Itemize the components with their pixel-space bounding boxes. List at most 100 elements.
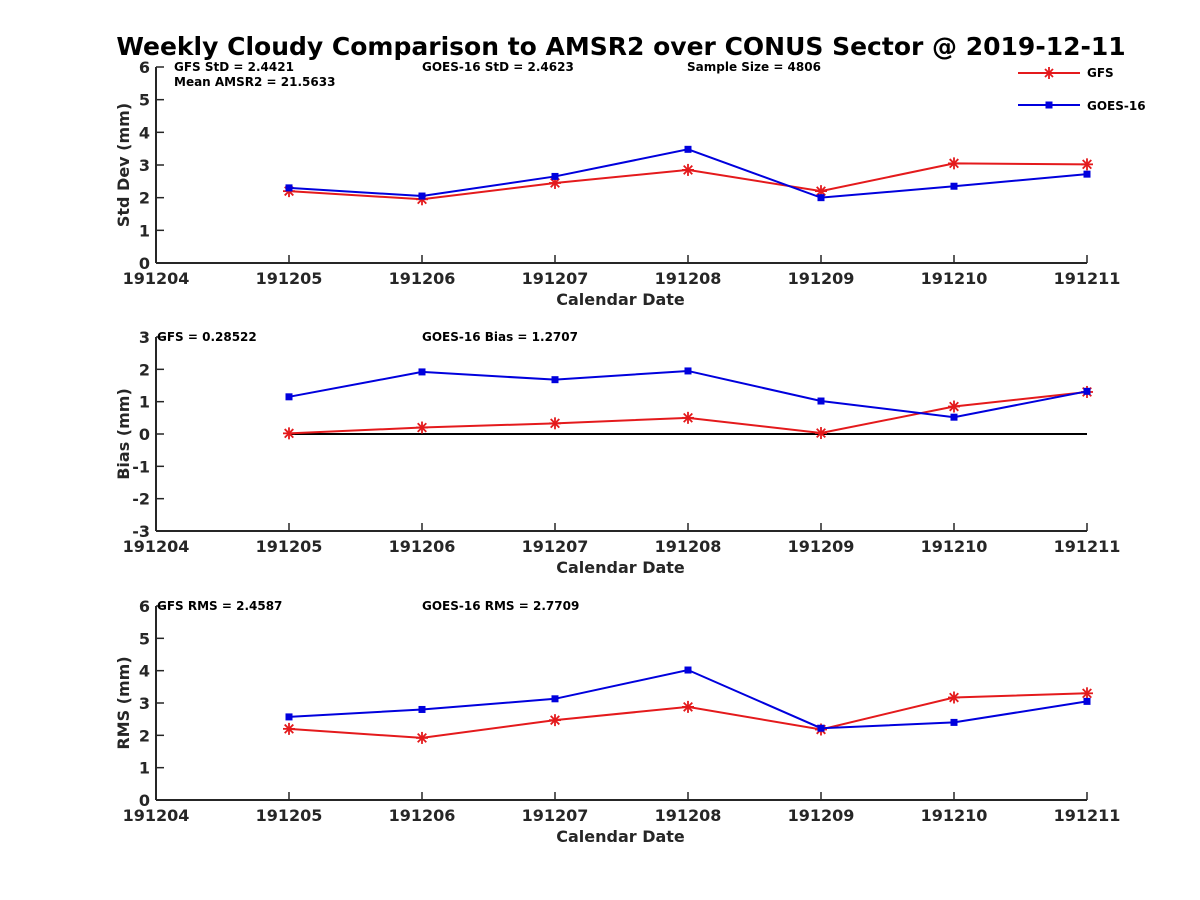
rms-annotation: GFS RMS = 2.4587 bbox=[157, 599, 282, 613]
std-dev-annotation: GOES-16 StD = 2.4623 bbox=[422, 60, 574, 74]
bias-annotation: GOES-16 Bias = 1.2707 bbox=[422, 330, 578, 344]
std-dev-y-tick-label: 3 bbox=[139, 156, 150, 175]
bias-x-tick-label: 191204 bbox=[123, 537, 190, 556]
std-dev-x-axis-label: Calendar Date bbox=[556, 290, 685, 309]
rms-x-tick-label: 191209 bbox=[788, 806, 855, 825]
legend: GFS GOES-16 bbox=[1018, 66, 1146, 113]
bias-goes16-point bbox=[817, 397, 825, 405]
bias-y-axis-label: Bias (mm) bbox=[114, 388, 133, 480]
bias-annotation: GFS = 0.28522 bbox=[157, 330, 257, 344]
std-dev-goes16-point bbox=[418, 192, 426, 200]
std-dev-y-tick-label: 4 bbox=[139, 123, 150, 142]
figure-title: Weekly Cloudy Comparison to AMSR2 over C… bbox=[116, 32, 1125, 61]
std-dev-y-tick-label: 2 bbox=[139, 189, 150, 208]
std-dev-y-tick-label: 5 bbox=[139, 91, 150, 110]
legend-gfs-marker-icon bbox=[1043, 67, 1055, 79]
rms-goes16-point bbox=[551, 695, 559, 703]
bias-x-tick-label: 191208 bbox=[655, 537, 722, 556]
std-dev-x-tick-label: 191207 bbox=[522, 269, 589, 288]
rms-annotation: GOES-16 RMS = 2.7709 bbox=[422, 599, 579, 613]
rms-y-axis-label: RMS (mm) bbox=[114, 656, 133, 749]
legend-gfs-label: GFS bbox=[1087, 66, 1114, 80]
bias-goes16-point bbox=[285, 393, 293, 401]
rms-y-tick-label: 1 bbox=[139, 759, 150, 778]
bias-goes16-point bbox=[684, 367, 692, 375]
std-dev-x-tick-label: 191206 bbox=[389, 269, 456, 288]
bias-y-tick-label: 3 bbox=[139, 328, 150, 347]
rms-gfs-point bbox=[1081, 687, 1093, 700]
std-dev-y-tick-label: 0 bbox=[139, 254, 150, 273]
rms-goes16-point bbox=[418, 705, 426, 713]
rms-gfs-point bbox=[283, 722, 295, 735]
std-dev-annotation: Mean AMSR2 = 21.5633 bbox=[174, 75, 335, 89]
bias-gfs-point bbox=[549, 417, 561, 430]
std-dev-y-axis-label: Std Dev (mm) bbox=[114, 103, 133, 227]
bias-goes16-point bbox=[1083, 387, 1091, 395]
bias-gfs-point bbox=[682, 411, 694, 424]
rms-x-tick-label: 191205 bbox=[256, 806, 323, 825]
rms-y-tick-label: 6 bbox=[139, 597, 150, 616]
rms-y-tick-label: 5 bbox=[139, 629, 150, 648]
std-dev-x-tick-label: 191210 bbox=[921, 269, 988, 288]
std-dev-x-tick-label: 191204 bbox=[123, 269, 190, 288]
rms-y-tick-label: 2 bbox=[139, 726, 150, 745]
rms-y-tick-label: 3 bbox=[139, 694, 150, 713]
std-dev-goes16-point bbox=[1083, 170, 1091, 178]
rms-panel: 0 1 2 3 4 5 6 191204 191205 191206 191207 191208 191… bbox=[114, 597, 1120, 846]
rms-y-tick-label: 0 bbox=[139, 791, 150, 810]
rms-gfs-point bbox=[416, 731, 428, 744]
bias-goes16-point bbox=[418, 368, 426, 376]
bias-gfs-point bbox=[815, 427, 827, 440]
std-dev-gfs-point bbox=[682, 163, 694, 176]
std-dev-gfs-point bbox=[1081, 158, 1093, 171]
std-dev-y-tick-label: 1 bbox=[139, 221, 150, 240]
rms-x-axis-label: Calendar Date bbox=[556, 827, 685, 846]
rms-x-tick-label: 191210 bbox=[921, 806, 988, 825]
bias-goes16-point bbox=[551, 376, 559, 384]
bias-x-axis-label: Calendar Date bbox=[556, 558, 685, 577]
bias-gfs-point bbox=[948, 400, 960, 413]
rms-x-tick-label: 191206 bbox=[389, 806, 456, 825]
rms-goes16-point bbox=[285, 713, 293, 721]
bias-x-tick-label: 191211 bbox=[1054, 537, 1121, 556]
bias-x-tick-label: 191207 bbox=[522, 537, 589, 556]
rms-gfs-point bbox=[682, 700, 694, 713]
rms-x-tick-label: 191211 bbox=[1054, 806, 1121, 825]
rms-x-tick-label: 191204 bbox=[123, 806, 190, 825]
rms-x-tick-label: 191208 bbox=[655, 806, 722, 825]
rms-x-tick-label: 191207 bbox=[522, 806, 589, 825]
rms-gfs-point bbox=[948, 691, 960, 704]
bias-gfs-point bbox=[416, 421, 428, 434]
bias-x-tick-label: 191206 bbox=[389, 537, 456, 556]
std-dev-x-tick-label: 191209 bbox=[788, 269, 855, 288]
bias-y-tick-label: 0 bbox=[139, 425, 150, 444]
rms-goes16-point bbox=[950, 718, 958, 726]
std-dev-gfs-point bbox=[948, 157, 960, 170]
std-dev-gfs-point bbox=[549, 176, 561, 189]
bias-y-tick-label: -3 bbox=[132, 522, 150, 541]
std-dev-x-tick-label: 191205 bbox=[256, 269, 323, 288]
std-dev-goes16-point bbox=[285, 184, 293, 192]
legend-goes16-marker-icon bbox=[1045, 101, 1053, 109]
rms-gfs-point bbox=[549, 714, 561, 727]
bias-x-tick-label: 191205 bbox=[256, 537, 323, 556]
std-dev-goes16-point bbox=[950, 182, 958, 190]
std-dev-goes16-point bbox=[551, 172, 559, 180]
bias-x-tick-label: 191209 bbox=[788, 537, 855, 556]
std-dev-x-tick-label: 191208 bbox=[655, 269, 722, 288]
rms-goes16-point bbox=[817, 724, 825, 732]
std-dev-x-tick-label: 191211 bbox=[1054, 269, 1121, 288]
std-dev-goes16-point bbox=[817, 194, 825, 202]
bias-x-tick-label: 191210 bbox=[921, 537, 988, 556]
std-dev-annotation: Sample Size = 4806 bbox=[687, 60, 821, 74]
bias-gfs-point bbox=[283, 427, 295, 440]
bias-goes16-point bbox=[950, 413, 958, 421]
bias-y-tick-label: 1 bbox=[139, 393, 150, 412]
rms-goes16-point bbox=[1083, 697, 1091, 705]
std-dev-goes16-point bbox=[684, 145, 692, 153]
legend-goes16-label: GOES-16 bbox=[1087, 99, 1146, 113]
std-dev-y-tick-label: 6 bbox=[139, 58, 150, 77]
rms-y-tick-label: 4 bbox=[139, 662, 150, 681]
